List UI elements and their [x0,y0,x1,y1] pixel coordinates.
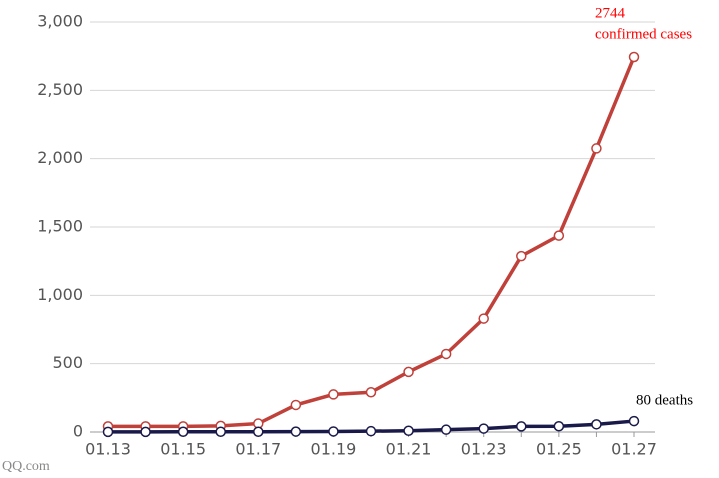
data-point [440,424,452,435]
data-point [365,425,377,437]
x-tick-label: 01.13 [85,440,131,459]
data-point [516,421,527,432]
y-tick-label: 0 [73,422,83,441]
x-tick-label: 01.25 [536,440,582,459]
data-point [516,250,527,262]
y-tick-label: 500 [52,353,83,372]
source: QQ.com [2,459,50,474]
data-point [591,143,602,154]
data-point [215,426,226,437]
data-point [478,423,489,434]
y-tick-label: 1,500 [37,217,83,236]
data-point [440,348,452,360]
data-point [102,426,114,438]
data-point [290,399,302,411]
y-tick-label: 1,000 [37,285,83,304]
x-tick-label: 01.23 [461,440,507,459]
data-point [591,419,602,430]
y-tick-label: 2,500 [37,80,83,99]
data-point [478,313,489,324]
data-point [628,51,640,63]
x-tick-label: 01.19 [311,440,357,459]
annotation: 80 deaths [636,392,693,408]
annotation: 2744 [595,5,626,21]
data-point [177,426,189,437]
data-point [290,426,302,437]
data-point [328,389,339,400]
annotation: confirmed cases [595,26,692,42]
data-point [140,426,151,438]
x-tick-label: 01.27 [611,440,657,459]
data-point [628,415,640,427]
x-tick-label: 01.21 [386,440,432,459]
x-tick-label: 01.17 [235,440,281,459]
data-point [253,426,264,437]
x-tick-label: 01.15 [160,440,206,459]
data-point [403,425,414,437]
data-point [328,426,339,437]
data-point [553,230,565,241]
data-point [403,366,414,378]
data-point [365,386,377,398]
y-tick-label: 3,000 [37,12,83,31]
y-tick-label: 2,000 [37,148,83,167]
series-line [108,56,636,429]
data-point [553,421,565,432]
